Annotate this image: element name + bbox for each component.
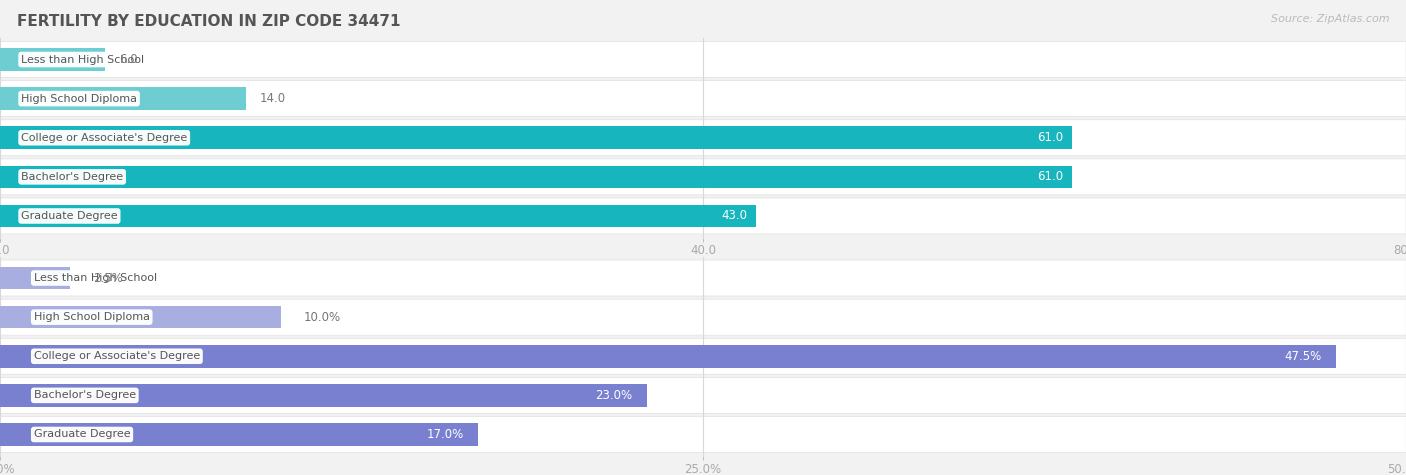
FancyBboxPatch shape [0,81,1406,117]
Bar [0,423,478,446]
FancyBboxPatch shape [0,377,1406,413]
Bar [0,165,1073,188]
Text: Source: ZipAtlas.com: Source: ZipAtlas.com [1271,14,1389,24]
Text: College or Associate's Degree: College or Associate's Degree [34,351,200,361]
Bar [0,266,70,289]
Text: High School Diploma: High School Diploma [34,312,150,322]
Text: 61.0: 61.0 [1038,131,1063,144]
Bar [0,384,647,407]
FancyBboxPatch shape [0,299,1406,335]
Text: 61.0: 61.0 [1038,171,1063,183]
Text: 17.0%: 17.0% [427,428,464,441]
FancyBboxPatch shape [0,41,1406,77]
FancyBboxPatch shape [0,260,1406,296]
Text: 6.0: 6.0 [120,53,138,66]
Text: 14.0: 14.0 [260,92,287,105]
FancyBboxPatch shape [0,417,1406,453]
Bar [0,87,246,110]
Text: Graduate Degree: Graduate Degree [21,211,118,221]
Bar [0,306,281,329]
Text: Less than High School: Less than High School [21,55,145,65]
Text: 23.0%: 23.0% [596,389,633,402]
Text: High School Diploma: High School Diploma [21,94,138,104]
Text: Bachelor's Degree: Bachelor's Degree [21,172,124,182]
Bar [0,205,756,228]
Text: Graduate Degree: Graduate Degree [34,429,131,439]
Text: Bachelor's Degree: Bachelor's Degree [34,390,136,400]
Text: 47.5%: 47.5% [1285,350,1322,363]
FancyBboxPatch shape [0,198,1406,234]
Text: FERTILITY BY EDUCATION IN ZIP CODE 34471: FERTILITY BY EDUCATION IN ZIP CODE 34471 [17,14,401,29]
FancyBboxPatch shape [0,120,1406,156]
Text: 2.5%: 2.5% [93,272,122,285]
Bar [0,345,1336,368]
Bar [0,126,1073,149]
Bar [0,48,105,71]
Text: 10.0%: 10.0% [304,311,340,323]
Text: 43.0: 43.0 [721,209,747,222]
FancyBboxPatch shape [0,159,1406,195]
Text: Less than High School: Less than High School [34,273,157,283]
Text: College or Associate's Degree: College or Associate's Degree [21,133,187,143]
FancyBboxPatch shape [0,338,1406,374]
